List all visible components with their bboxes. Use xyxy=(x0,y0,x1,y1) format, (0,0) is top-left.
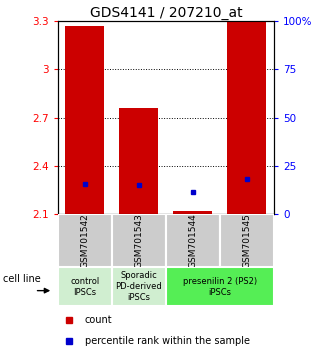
Bar xyxy=(58,214,112,267)
Text: GSM701544: GSM701544 xyxy=(188,213,197,268)
Bar xyxy=(166,214,220,267)
Bar xyxy=(173,211,212,214)
Bar xyxy=(58,267,112,306)
Text: control
IPSCs: control IPSCs xyxy=(70,277,99,297)
Text: percentile rank within the sample: percentile rank within the sample xyxy=(85,336,250,346)
Text: GSM701545: GSM701545 xyxy=(242,213,251,268)
Bar xyxy=(112,267,166,306)
Bar xyxy=(220,214,274,267)
Text: cell line: cell line xyxy=(3,274,41,284)
Bar xyxy=(227,21,266,214)
Text: Sporadic
PD-derived
iPSCs: Sporadic PD-derived iPSCs xyxy=(115,271,162,302)
Bar xyxy=(119,108,158,214)
Bar xyxy=(166,267,274,306)
Title: GDS4141 / 207210_at: GDS4141 / 207210_at xyxy=(89,6,242,20)
Text: presenilin 2 (PS2)
iPSCs: presenilin 2 (PS2) iPSCs xyxy=(183,277,257,297)
Bar xyxy=(65,26,104,214)
Text: GSM701543: GSM701543 xyxy=(134,213,143,268)
Text: count: count xyxy=(85,315,113,325)
Text: GSM701542: GSM701542 xyxy=(80,213,89,268)
Bar xyxy=(112,214,166,267)
